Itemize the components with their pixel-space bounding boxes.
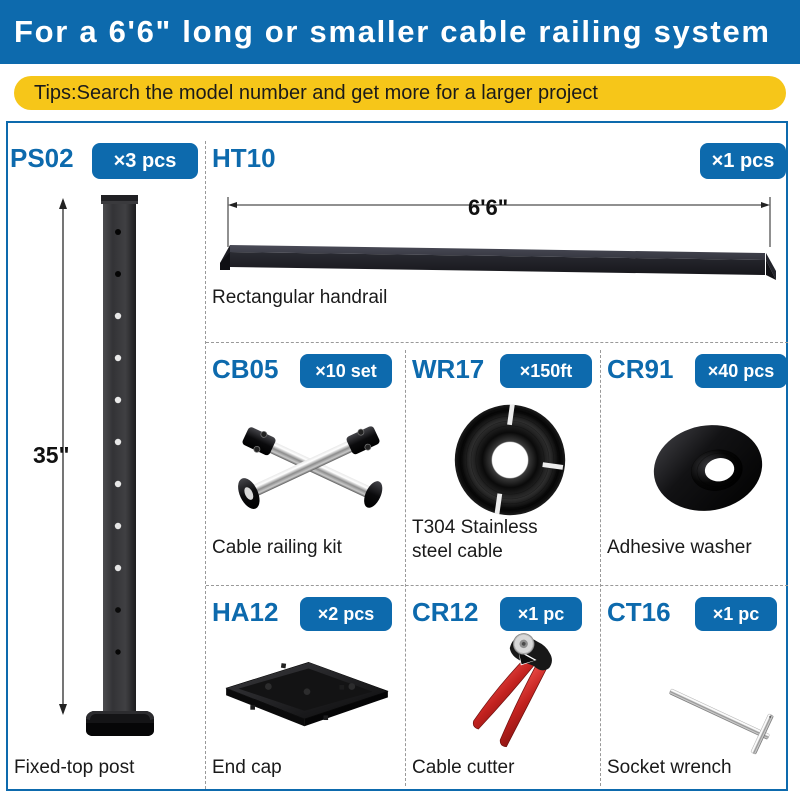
svg-text:35": 35" (33, 442, 70, 468)
svg-text:6'6": 6'6" (468, 195, 508, 220)
